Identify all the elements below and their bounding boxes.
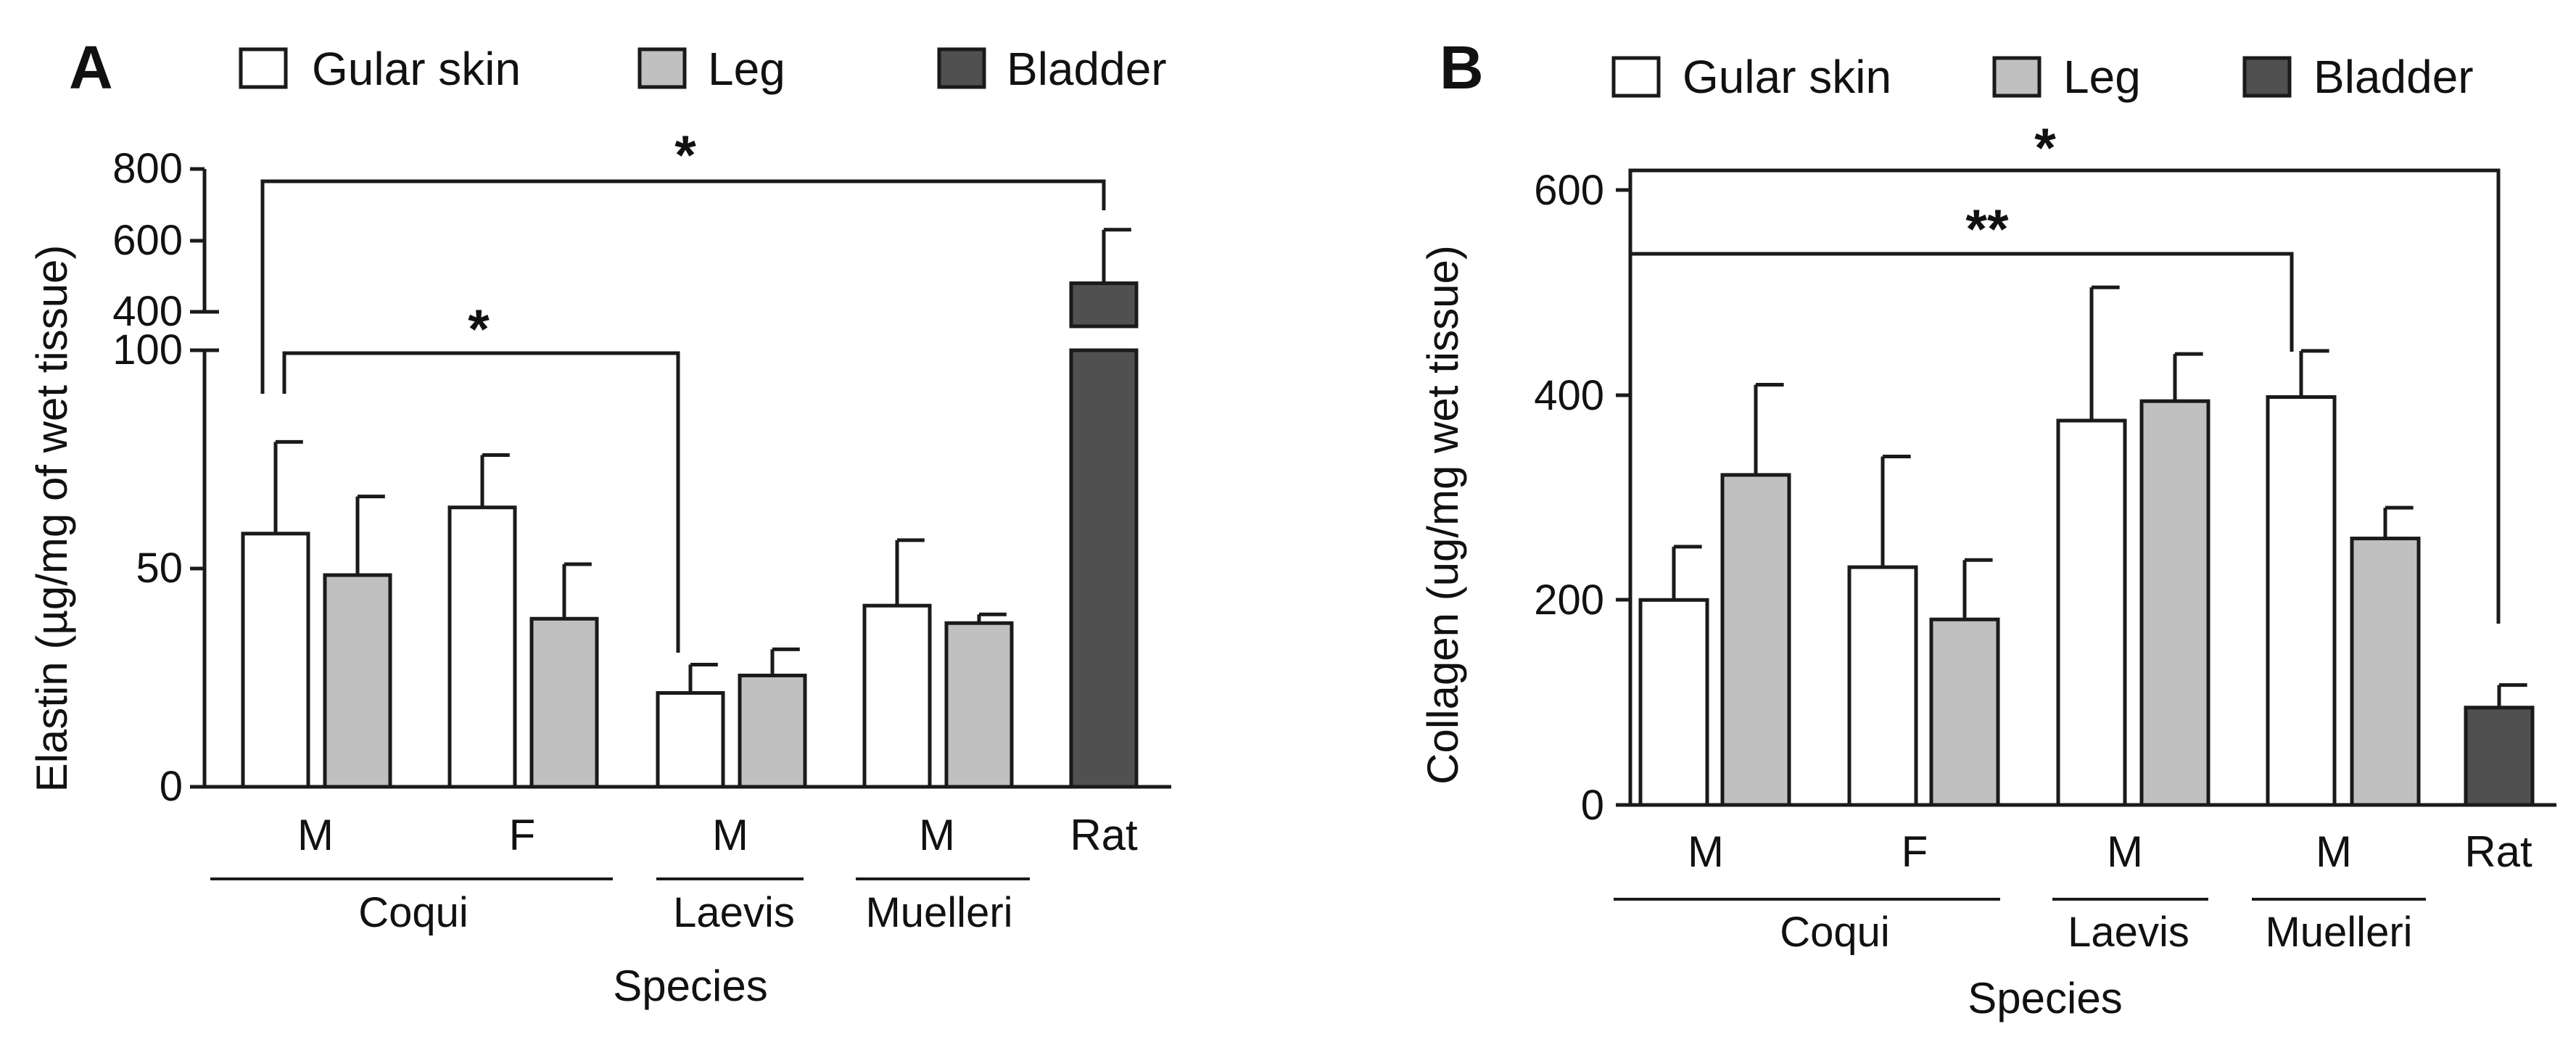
legend-b-leg-label: Leg <box>2063 51 2141 103</box>
panel-a-letter: A <box>69 33 113 102</box>
panel-a-bar-g0-leg <box>323 573 392 789</box>
panel-b-species: Coqui Laevis Muelleri <box>1614 898 2426 956</box>
panel-b-significance: * ** <box>1628 117 2501 624</box>
legend-a-gular-label: Gular skin <box>312 43 521 95</box>
panel-b-group-label-muelleri-m: M <box>2316 827 2352 876</box>
legend-b-leg-swatch <box>1992 56 2042 98</box>
panel-b-bar-g1-gular <box>1847 565 1918 807</box>
panel-a-group-labels: M F M M Rat <box>297 811 1138 859</box>
panel-a-bar-g3-gular <box>862 603 932 789</box>
panel-a-group-label-laevis-m: M <box>712 811 748 859</box>
panel-a-bracket-laevis <box>282 351 680 653</box>
panel-b-y-axis-title: Collagen (ug/mg wet tissue) <box>1419 245 1467 785</box>
panel-b-bar-g0-leg <box>1720 473 1791 807</box>
legend-b-gular-swatch <box>1611 56 1661 98</box>
panel-a-bar-g1-gular <box>447 505 517 789</box>
panel-b-sig-label-muelleri: ** <box>1965 199 2009 260</box>
panel-b-bar-g1-leg <box>1929 617 2000 807</box>
panel-b-bar-g4-bladder <box>2464 706 2535 807</box>
panel-a-bars <box>241 228 1139 789</box>
panel-a-y-axis-title: Elastin (µg/mg of wet tissue) <box>28 245 76 793</box>
panel-b-bracket-muelleri <box>1630 252 2294 352</box>
panel-b-letter: B <box>1440 33 1484 102</box>
panel-b-x-axis-title: Species <box>1968 974 2122 1022</box>
panel-a-species-laevis: Laevis <box>673 889 795 936</box>
panel-a-species-muelleri: Muelleri <box>865 889 1012 936</box>
panel-b-group-label-coqui-f: F <box>1902 827 1928 876</box>
panel-a-tick-label-400: 400 <box>112 288 183 335</box>
panel-a-bar-g2-gular <box>656 691 725 789</box>
panel-a-group-label-coqui-f: F <box>509 811 536 859</box>
legend-b-bladder-swatch <box>2242 56 2292 98</box>
panel-b-legend: Gular skin Leg Bladder <box>1611 51 2474 103</box>
panel-a-legend: Gular skin Leg Bladder <box>239 43 1167 95</box>
panel-b-tick-label-200: 200 <box>1534 577 1604 624</box>
legend-a-leg-label: Leg <box>708 43 785 95</box>
panel-b-bar-g3-gular <box>2266 394 2337 807</box>
panel-a-group-label-coqui-m: M <box>297 811 334 859</box>
panel-a-bar-g3-leg <box>944 621 1014 789</box>
legend-a-bladder-label: Bladder <box>1007 43 1167 95</box>
panel-a-x-axis-title: Species <box>613 962 767 1010</box>
panel-a-bar-g4-bladder-lower <box>1069 348 1139 789</box>
panel-b-tick-label-600: 600 <box>1534 167 1604 214</box>
panel-a-species-coqui: Coqui <box>358 889 468 936</box>
panel-b-group-labels: M F M M Rat <box>1688 827 2532 876</box>
panel-b-bar-g2-leg <box>2139 399 2210 807</box>
panel-b-bar-g3-leg <box>2350 537 2421 807</box>
panel-b-group-label-laevis-m: M <box>2107 827 2143 876</box>
panel-a-sig-label-rat: * <box>674 125 696 186</box>
panel-b-group-label-coqui-m: M <box>1688 827 1724 876</box>
panel-a-species: Coqui Laevis Muelleri <box>210 877 1030 936</box>
panel-a-bar-g1-leg <box>529 616 599 789</box>
panel-b-bar-g0-gular <box>1638 598 1709 807</box>
panel-a-tick-label-50: 50 <box>136 545 183 592</box>
panel-b-tick-label-0: 0 <box>1581 782 1604 829</box>
legend-b-gular-label: Gular skin <box>1683 51 1891 103</box>
panel-b-bars <box>1638 285 2535 807</box>
panel-a-bar-g2-leg <box>738 673 807 789</box>
panel-a-bar-g0-gular <box>241 532 310 789</box>
panel-a-sig-label-laevis: * <box>468 299 490 360</box>
panel-b: B Gular skin Leg Bladder Collagen (ug/mg… <box>1419 33 2556 1022</box>
panel-b-tick-label-400: 400 <box>1534 372 1604 419</box>
panel-b-species-laevis: Laevis <box>2068 909 2189 956</box>
panel-a-significance: * * <box>260 125 1106 653</box>
panel-a-group-label-muelleri-m: M <box>919 811 955 859</box>
legend-b-bladder-label: Bladder <box>2313 51 2474 103</box>
panel-a-tick-label-600: 600 <box>112 217 183 264</box>
legend-a-gular-swatch <box>239 47 288 89</box>
panel-b-species-muelleri: Muelleri <box>2265 909 2412 956</box>
panel-a-tick-label-800: 800 <box>112 145 183 192</box>
panel-b-bar-g2-gular <box>2056 418 2127 807</box>
panel-a-bracket-rat <box>260 179 1106 394</box>
panel-b-species-coqui: Coqui <box>1780 909 1890 956</box>
legend-a-leg-swatch <box>637 47 687 89</box>
panel-a-group-label-rat: Rat <box>1070 811 1138 859</box>
panel-a-tick-label-100: 100 <box>112 326 183 373</box>
panel-b-sig-label-rat: * <box>2034 117 2056 179</box>
panel-b-group-label-rat: Rat <box>2464 827 2532 876</box>
panel-b-bracket-rat <box>1628 168 2501 624</box>
panel-a: A Gular skin Leg Bladder Elastin (µg/mg … <box>28 33 1171 1010</box>
panel-a-tick-label-0: 0 <box>160 763 183 810</box>
legend-a-bladder-swatch <box>937 47 986 89</box>
panel-a-bar-g4-bladder-upper <box>1069 281 1139 329</box>
